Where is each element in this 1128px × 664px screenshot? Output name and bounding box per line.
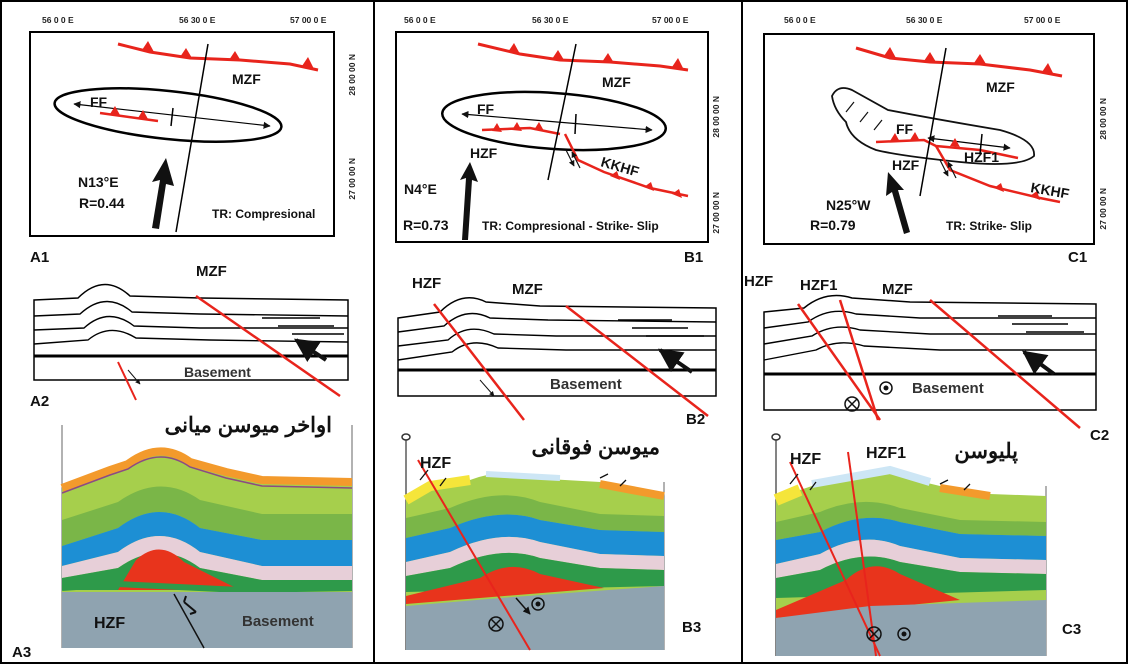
panel-id-c3: C3	[1062, 621, 1081, 638]
panel-id-b1: B1	[684, 249, 703, 266]
lat-label-28: 28 00 00 N	[1098, 98, 1108, 140]
section-mzf-label: MZF	[196, 263, 227, 280]
panel-b-map: 56 0 0 E 56 30 0 E 57 00 0 E 28 00 00 N …	[395, 15, 721, 243]
lon-label-56-0: 56 0 0 E	[784, 15, 816, 25]
panel-id-a3: A3	[12, 644, 31, 661]
model-b-hzf-label: HZF	[420, 455, 451, 472]
section-mzf-fault	[195, 294, 341, 398]
hzf1-label: HZF1	[964, 149, 999, 165]
section-line	[175, 43, 209, 233]
section-hzf-label: HZF	[412, 275, 441, 292]
lon-label-56-30: 56 30 0 E	[532, 15, 569, 25]
ff-label: FF	[90, 94, 108, 110]
panel-id-c1: C1	[1068, 249, 1087, 266]
panel-c-map: 56 0 0 E 56 30 0 E 57 00 0 E 28 00 00 N …	[763, 15, 1108, 245]
tectonic-regime: TR: Compresional	[212, 207, 315, 221]
model-a-basement-label: Basement	[242, 613, 314, 630]
panel-b-model: میوسن فوقانی HZF	[401, 433, 665, 651]
model-c-title: پلیوسن	[954, 440, 1018, 464]
lat-label-28: 28 00 00 N	[711, 96, 721, 138]
model-c-hzf-label: HZF	[790, 451, 821, 468]
section-mzf-label: MZF	[882, 281, 913, 298]
panel-a-model: اواخر میوسن میانی HZF Basement	[60, 414, 353, 649]
tectonic-regime: TR: Strike- Slip	[946, 219, 1032, 233]
mzf-fault-trace	[117, 42, 319, 72]
lat-label-27: 27 00 00 N	[1098, 188, 1108, 230]
model-c-hzf1-label: HZF1	[866, 445, 906, 462]
lat-label-28: 28 00 00 N	[347, 54, 357, 96]
mzf-label: MZF	[986, 79, 1015, 95]
lon-label-56-30: 56 30 0 E	[179, 15, 216, 25]
stress-ratio: R=0.79	[810, 217, 856, 233]
lon-label-56-0: 56 0 0 E	[404, 15, 436, 25]
section-basement-label: Basement	[184, 364, 251, 380]
fold-ellipse	[53, 87, 283, 143]
model-b-title: میوسن فوقانی	[531, 436, 660, 460]
lon-label-56-30: 56 30 0 E	[906, 15, 943, 25]
section-hzf1-label: HZF1	[800, 277, 838, 294]
section-mzf-label: MZF	[512, 281, 543, 298]
model-a-hzf-label: HZF	[94, 615, 125, 632]
kkhf-label: KKHF	[1029, 179, 1071, 202]
ff-label: FF	[477, 101, 495, 117]
lon-label-57-00: 57 00 0 E	[652, 15, 689, 25]
hzf-label: HZF	[470, 145, 498, 161]
panel-c-section: HZF HZF1 MZF Basement	[744, 273, 1097, 429]
model-a-title: اواخر میوسن میانی	[165, 414, 332, 438]
mzf-label: MZF	[232, 71, 261, 87]
stress-ratio: R=0.73	[403, 217, 449, 233]
lat-label-27: 27 00 00 N	[347, 158, 357, 200]
lat-label-27: 27 00 00 N	[711, 192, 721, 234]
stress-direction: N4°E	[404, 181, 437, 197]
hzf-label: HZF	[892, 157, 920, 173]
section-basement-label: Basement	[550, 376, 622, 393]
stress-arrow	[152, 158, 174, 229]
panel-id-b2: B2	[686, 411, 705, 428]
panel-id-b3: B3	[682, 619, 701, 636]
panel-a-section: MZF Basement	[33, 263, 349, 401]
section-basement-label: Basement	[912, 380, 984, 397]
mzf-label: MZF	[602, 74, 631, 90]
panel-id-a1: A1	[30, 249, 49, 266]
lon-label-57-00: 57 00 0 E	[1024, 15, 1061, 25]
ff-label: FF	[896, 121, 914, 137]
panel-id-c2: C2	[1090, 427, 1109, 444]
lon-label-57-00: 57 00 0 E	[290, 15, 327, 25]
stress-direction: N25°W	[826, 197, 871, 213]
panel-id-a2: A2	[30, 393, 49, 410]
tectonic-regime: TR: Compresional - Strike- Slip	[482, 219, 659, 233]
panel-c-model: پلیوسن HZF HZF1	[771, 433, 1047, 657]
lon-label-56-0: 56 0 0 E	[42, 15, 74, 25]
stress-ratio: R=0.44	[79, 195, 125, 211]
panel-a-map: 56 0 0 E 56 30 0 E 57 00 0 E 28 00 00 N …	[29, 15, 357, 237]
stress-direction: N13°E	[78, 174, 119, 190]
section-hzf-label: HZF	[744, 273, 773, 290]
panel-b-section: HZF MZF Basement	[397, 275, 717, 421]
ff-fault-trace	[99, 111, 159, 123]
